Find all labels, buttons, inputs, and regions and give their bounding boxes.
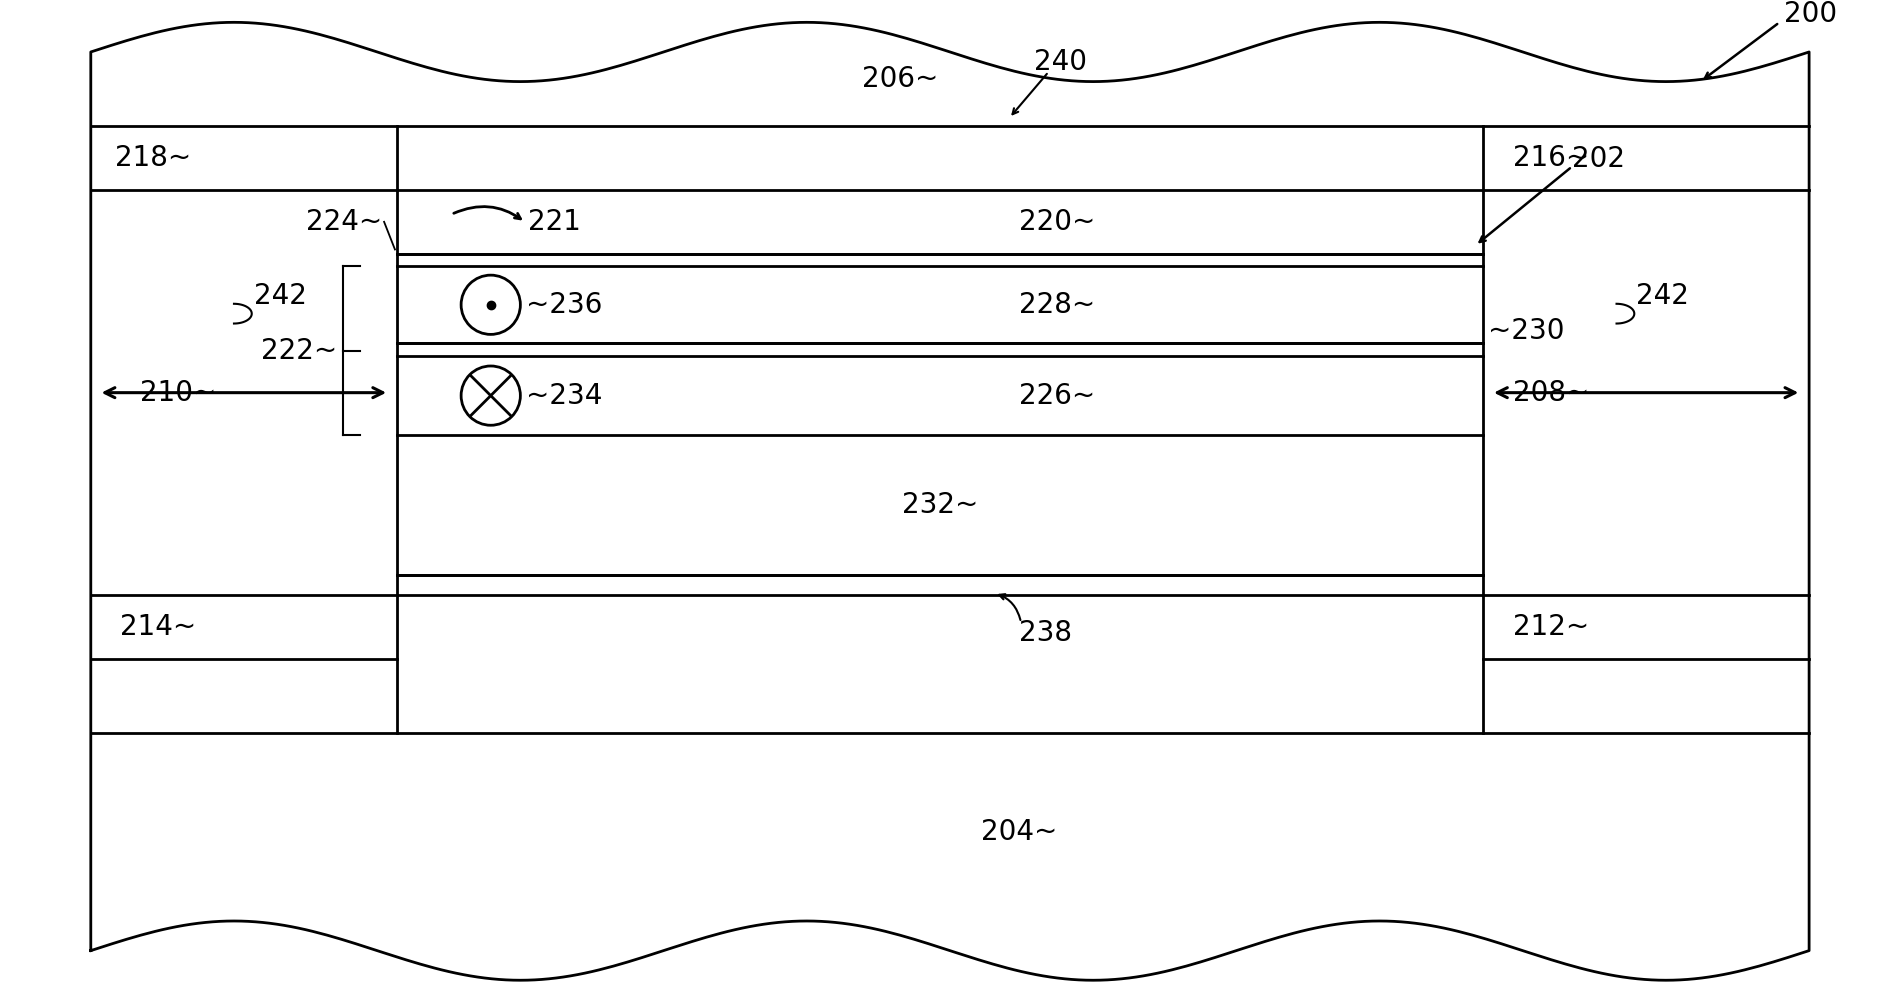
Text: 232~: 232~ [902,491,978,519]
Text: ~230: ~230 [1489,317,1565,345]
Text: 221: 221 [528,208,581,236]
Text: 218~: 218~ [115,144,191,172]
Text: ~234: ~234 [526,382,604,410]
Text: 206~: 206~ [863,65,938,93]
Text: 202: 202 [1572,145,1625,173]
Text: 212~: 212~ [1514,613,1589,641]
Text: 228~: 228~ [1020,291,1095,319]
Text: 242: 242 [1637,282,1690,310]
Text: 200: 200 [1784,0,1837,28]
Text: 224~: 224~ [307,208,382,236]
Text: 226~: 226~ [1020,382,1095,410]
Text: 208~: 208~ [1514,379,1589,407]
Text: 240: 240 [1033,48,1086,76]
Text: 222~: 222~ [261,337,337,365]
Text: ~236: ~236 [526,291,604,319]
Text: 238: 238 [1020,619,1073,647]
Text: 220~: 220~ [1020,208,1095,236]
Text: 214~: 214~ [121,613,197,641]
Text: 204~: 204~ [980,818,1058,846]
Text: 210~: 210~ [140,379,216,407]
Polygon shape [91,22,1809,980]
Text: 216~: 216~ [1514,144,1589,172]
Text: 242: 242 [254,282,307,310]
